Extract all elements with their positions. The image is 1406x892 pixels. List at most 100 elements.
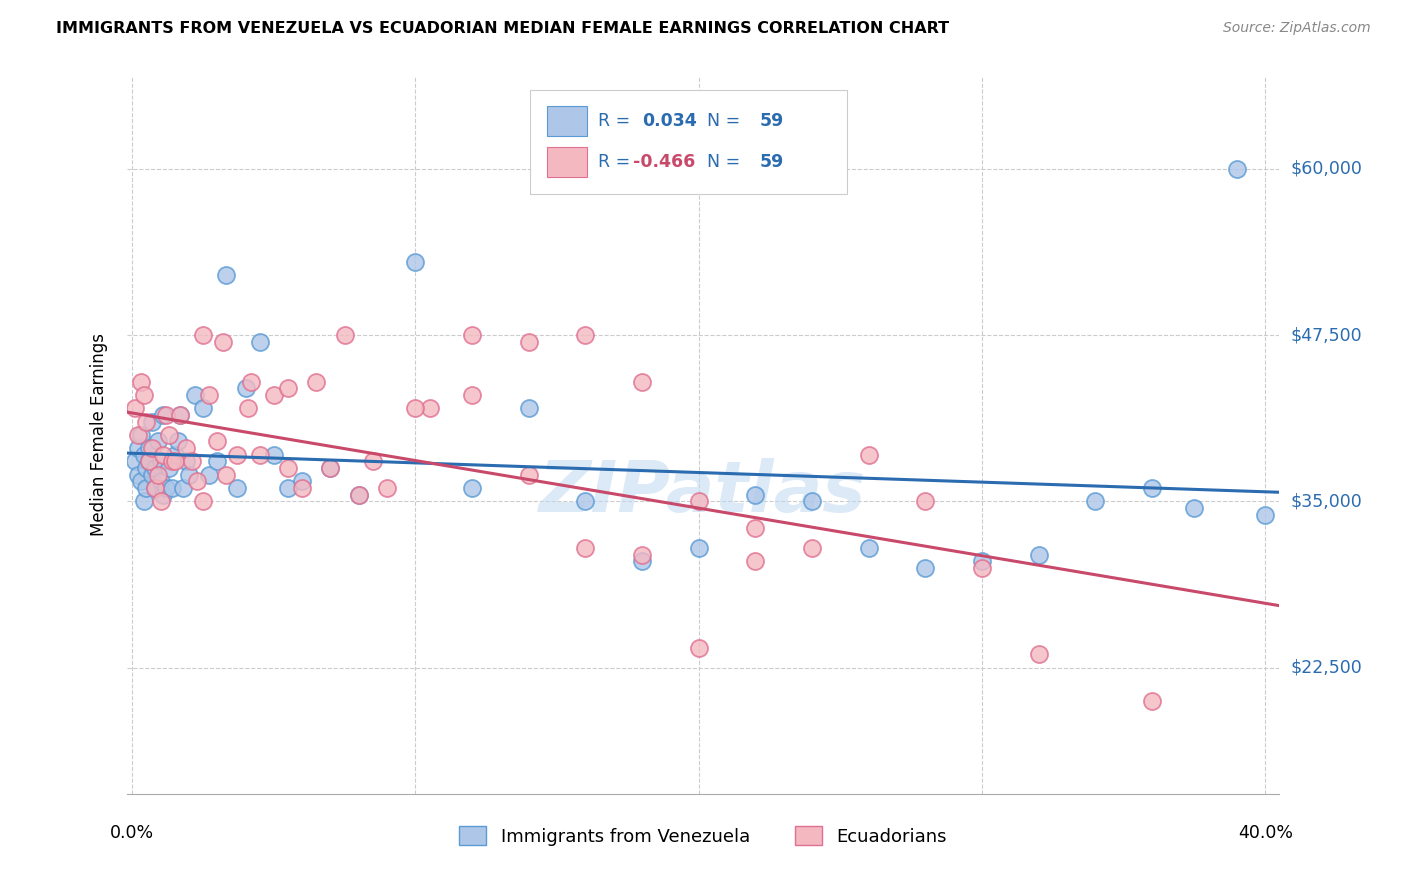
Point: [186, 475, 208, 489]
Point: [149, 475, 172, 489]
Point: [688, 640, 710, 655]
Text: 40.0%: 40.0%: [1237, 824, 1292, 842]
Text: 59: 59: [759, 153, 783, 171]
Point: [180, 454, 202, 468]
Point: [132, 494, 155, 508]
Point: [138, 454, 160, 468]
Point: [291, 475, 314, 489]
Text: Source: ZipAtlas.com: Source: ZipAtlas.com: [1223, 21, 1371, 35]
Point: [333, 328, 356, 343]
Point: [215, 467, 238, 482]
Point: [152, 448, 174, 462]
Point: [129, 475, 152, 489]
Point: [132, 388, 155, 402]
Text: R =: R =: [598, 112, 641, 130]
Point: [127, 427, 149, 442]
Point: [155, 481, 177, 495]
Point: [149, 494, 172, 508]
Point: [160, 454, 183, 468]
Point: [169, 408, 191, 422]
Point: [517, 467, 540, 482]
Legend: Immigrants from Venezuela, Ecuadorians: Immigrants from Venezuela, Ecuadorians: [451, 819, 955, 853]
Point: [970, 561, 993, 575]
Point: [143, 481, 166, 495]
Point: [1028, 647, 1050, 661]
Point: [135, 415, 157, 429]
Point: [174, 441, 197, 455]
Point: [347, 488, 370, 502]
Point: [146, 467, 169, 482]
Point: [631, 548, 654, 562]
Point: [127, 441, 149, 455]
Point: [970, 554, 993, 568]
Point: [361, 454, 384, 468]
Point: [574, 494, 596, 508]
Point: [205, 454, 228, 468]
Point: [263, 388, 285, 402]
Point: [291, 481, 314, 495]
Point: [461, 481, 484, 495]
Point: [305, 375, 328, 389]
Point: [461, 388, 484, 402]
Point: [143, 461, 166, 475]
Text: N =: N =: [696, 153, 745, 171]
Point: [1028, 548, 1050, 562]
Point: [197, 388, 219, 402]
Point: [149, 454, 172, 468]
Point: [197, 467, 219, 482]
Point: [347, 488, 370, 502]
Point: [461, 328, 484, 343]
Point: [688, 541, 710, 555]
Point: [129, 427, 152, 442]
Text: R =: R =: [598, 153, 636, 171]
Point: [1140, 481, 1163, 495]
Point: [146, 434, 169, 449]
Point: [141, 441, 163, 455]
Point: [127, 467, 149, 482]
Point: [277, 461, 299, 475]
Point: [419, 401, 441, 416]
Point: [160, 481, 183, 495]
Point: [240, 375, 263, 389]
Point: [1184, 500, 1206, 515]
FancyBboxPatch shape: [547, 147, 586, 178]
Point: [263, 448, 285, 462]
Point: [157, 427, 180, 442]
Point: [688, 494, 710, 508]
Point: [631, 554, 654, 568]
Point: [138, 454, 160, 468]
Point: [138, 441, 160, 455]
Point: [157, 461, 180, 475]
Point: [172, 481, 194, 495]
Point: [744, 488, 766, 502]
Point: [249, 448, 271, 462]
Point: [517, 401, 540, 416]
Point: [135, 481, 157, 495]
Point: [141, 467, 163, 482]
Point: [405, 401, 427, 416]
Point: [517, 334, 540, 349]
Point: [183, 388, 205, 402]
Text: $22,500: $22,500: [1291, 658, 1362, 676]
Point: [1226, 161, 1249, 176]
Point: [212, 334, 235, 349]
Point: [801, 494, 824, 508]
Text: IMMIGRANTS FROM VENEZUELA VS ECUADORIAN MEDIAN FEMALE EARNINGS CORRELATION CHART: IMMIGRANTS FROM VENEZUELA VS ECUADORIAN …: [56, 21, 949, 36]
Point: [155, 408, 177, 422]
Point: [1140, 694, 1163, 708]
Point: [277, 481, 299, 495]
Point: [124, 454, 146, 468]
Text: $60,000: $60,000: [1291, 160, 1362, 178]
Point: [375, 481, 398, 495]
Point: [205, 434, 228, 449]
Point: [141, 415, 163, 429]
Y-axis label: Median Female Earnings: Median Female Earnings: [90, 334, 108, 536]
Point: [631, 375, 654, 389]
Point: [215, 268, 238, 283]
Text: $47,500: $47,500: [1291, 326, 1362, 344]
Point: [226, 481, 249, 495]
Point: [163, 454, 186, 468]
FancyBboxPatch shape: [530, 90, 846, 194]
Point: [163, 448, 186, 462]
Point: [191, 328, 214, 343]
